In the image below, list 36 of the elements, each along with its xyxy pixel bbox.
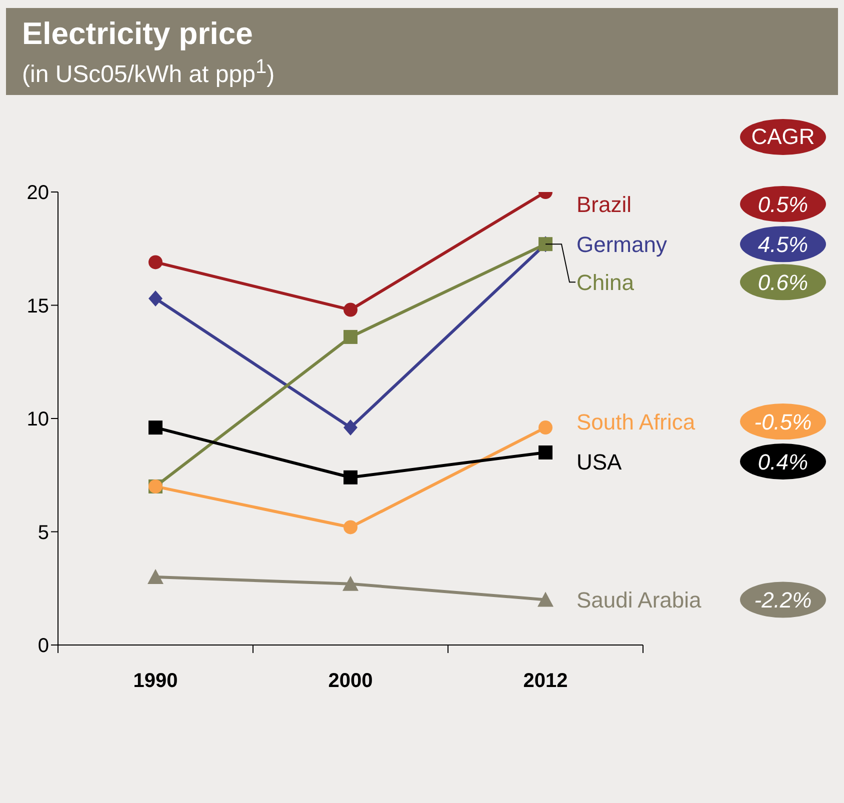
point <box>344 302 358 317</box>
text: 0.5% <box>758 192 808 217</box>
x-tick-label: 2012 <box>523 670 568 692</box>
point <box>148 420 162 435</box>
y-tick-label: 15 <box>26 295 49 318</box>
point <box>148 569 164 584</box>
point <box>538 445 552 460</box>
point <box>538 420 552 435</box>
chart-title: Electricity price <box>22 16 253 52</box>
point <box>344 520 358 534</box>
x-tick-label: 1990 <box>133 670 178 692</box>
legend-label: Saudi Arabia <box>576 588 702 613</box>
y-tick-label: 0 <box>38 635 49 658</box>
series-label: Germany <box>576 232 667 258</box>
point <box>538 592 554 607</box>
point <box>148 255 162 270</box>
series-label: China <box>576 270 635 296</box>
y-tick-label: 20 <box>26 182 49 204</box>
text: 4.5% <box>758 232 808 258</box>
point <box>342 576 358 591</box>
text: -0.5% <box>754 410 812 435</box>
series-label: USA <box>576 449 622 474</box>
chart-subtitle: (in USc05/kWh at ppp$^{1}$) <box>22 56 275 89</box>
point <box>344 470 358 484</box>
y-tick-label: 10 <box>26 408 49 431</box>
y-tick-label: 5 <box>38 522 49 544</box>
point <box>344 330 358 344</box>
text: -2.2% <box>754 588 812 613</box>
series-label: Brazil <box>576 192 632 217</box>
point <box>148 290 162 306</box>
text: 0.4% <box>758 449 808 474</box>
text: 0.6% <box>758 270 808 296</box>
legend-label: South Africa <box>576 410 696 435</box>
point <box>344 420 358 436</box>
pill-badge: CAGR <box>740 119 826 155</box>
x-tick-label: 2000 <box>328 670 373 692</box>
